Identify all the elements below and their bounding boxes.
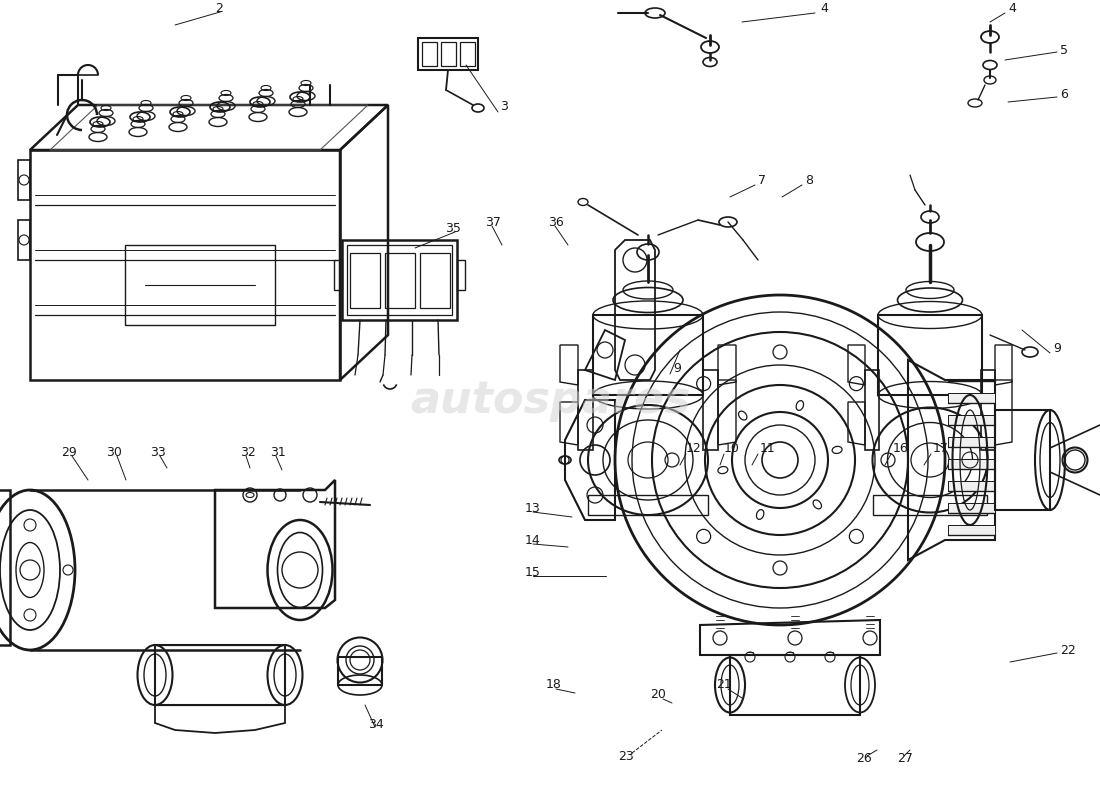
Bar bbox=[865, 370, 879, 450]
Text: 27: 27 bbox=[896, 753, 913, 766]
Bar bbox=[588, 495, 708, 515]
Bar bbox=[350, 253, 380, 308]
Text: 9: 9 bbox=[1053, 342, 1060, 354]
Text: 30: 30 bbox=[106, 446, 122, 458]
Bar bbox=[125, 245, 275, 325]
Text: 31: 31 bbox=[270, 446, 286, 458]
Text: 18: 18 bbox=[546, 678, 562, 691]
Text: 14: 14 bbox=[525, 534, 541, 546]
Text: 13: 13 bbox=[525, 502, 541, 514]
Bar bbox=[418, 38, 478, 70]
Bar bbox=[460, 42, 475, 66]
Bar bbox=[18, 220, 30, 260]
Text: 16: 16 bbox=[893, 442, 909, 454]
Text: 11: 11 bbox=[760, 442, 775, 454]
Bar bbox=[878, 315, 982, 395]
Bar bbox=[18, 160, 30, 200]
Text: 12: 12 bbox=[686, 442, 702, 454]
Bar bbox=[441, 42, 456, 66]
Text: 17: 17 bbox=[933, 442, 949, 454]
Text: 4: 4 bbox=[1008, 2, 1016, 15]
Text: 34: 34 bbox=[368, 718, 384, 730]
Text: 26: 26 bbox=[856, 753, 871, 766]
Text: 15: 15 bbox=[525, 566, 541, 578]
Bar bbox=[456, 260, 465, 290]
Text: 23: 23 bbox=[618, 750, 634, 762]
Text: 2: 2 bbox=[214, 2, 223, 15]
Bar bbox=[342, 240, 456, 320]
Text: 32: 32 bbox=[240, 446, 255, 458]
Polygon shape bbox=[948, 437, 996, 447]
Text: 7: 7 bbox=[758, 174, 766, 186]
Text: 37: 37 bbox=[485, 215, 501, 229]
Bar bbox=[981, 370, 996, 450]
Text: 3: 3 bbox=[500, 101, 508, 114]
Polygon shape bbox=[948, 503, 996, 513]
Bar bbox=[422, 42, 437, 66]
Bar bbox=[420, 253, 450, 308]
Bar bbox=[703, 370, 718, 450]
Bar bbox=[334, 260, 342, 290]
Bar bbox=[338, 657, 382, 685]
Text: 29: 29 bbox=[60, 446, 77, 458]
Text: 6: 6 bbox=[1060, 89, 1068, 102]
Text: 4: 4 bbox=[820, 2, 828, 15]
Text: 35: 35 bbox=[446, 222, 461, 234]
Bar bbox=[155, 645, 285, 705]
Text: 20: 20 bbox=[650, 689, 666, 702]
Polygon shape bbox=[948, 459, 996, 469]
Polygon shape bbox=[948, 525, 996, 535]
Text: 9: 9 bbox=[673, 362, 681, 374]
Bar bbox=[346, 245, 452, 315]
Text: autospares: autospares bbox=[409, 378, 691, 422]
Bar bbox=[873, 495, 987, 515]
Text: 8: 8 bbox=[805, 174, 813, 186]
Polygon shape bbox=[948, 393, 996, 403]
Bar bbox=[385, 253, 415, 308]
Bar bbox=[593, 315, 703, 395]
Text: 5: 5 bbox=[1060, 43, 1068, 57]
Bar bbox=[578, 370, 593, 450]
Text: 22: 22 bbox=[1060, 643, 1076, 657]
Polygon shape bbox=[948, 481, 996, 491]
Polygon shape bbox=[948, 415, 996, 425]
Text: 33: 33 bbox=[150, 446, 166, 458]
Text: 36: 36 bbox=[548, 215, 563, 229]
Text: 10: 10 bbox=[724, 442, 740, 454]
Text: 21: 21 bbox=[716, 678, 732, 691]
